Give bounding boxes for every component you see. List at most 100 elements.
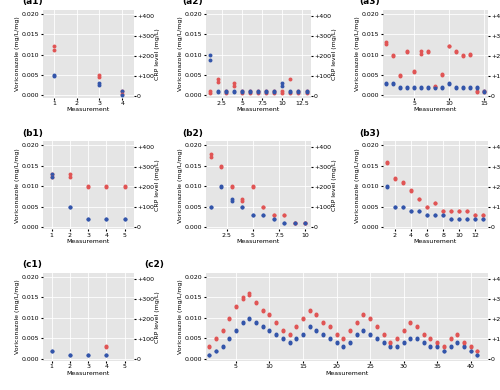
Point [246,89,254,95]
Point [226,316,234,322]
Point [218,328,226,334]
Point [272,331,280,337]
Point [459,53,467,59]
Point [280,212,288,218]
Point [312,220,320,226]
Point [84,351,92,358]
Point [352,332,360,338]
Point [84,216,92,222]
Point [292,336,300,342]
Point [400,339,407,346]
Point [466,347,474,354]
Point [50,46,58,53]
Y-axis label: CRP level (mg/L): CRP level (mg/L) [332,160,338,211]
Point [302,88,310,94]
Point [302,220,310,226]
Point [207,154,215,160]
Point [249,184,257,190]
Point [373,335,381,341]
Point [438,72,446,78]
Text: (c2): (c2) [144,261,164,269]
Point [230,89,238,95]
Point [380,332,388,338]
Point [480,89,488,95]
Point [366,315,374,321]
Point [382,41,390,47]
Point [410,68,418,74]
Point [424,48,432,55]
Point [454,331,462,337]
Point [340,344,347,350]
Point [294,89,302,96]
Point [270,212,278,218]
Point [445,43,453,50]
Point [306,324,314,330]
Point [266,311,274,317]
Point [415,196,423,202]
Point [238,204,246,210]
Point [120,216,128,222]
Point [410,69,418,75]
Point [438,71,446,77]
Point [407,188,415,194]
Point [393,335,401,341]
Point [218,344,226,350]
Point [312,327,320,333]
Point [480,216,488,222]
Point [299,316,307,322]
Point [222,88,230,94]
Point [420,340,428,346]
Point [332,332,340,338]
Point [382,159,390,165]
Point [389,80,397,87]
Point [464,216,471,222]
Point [440,347,448,354]
Point [340,335,347,341]
Point [102,183,110,190]
Point [96,72,104,78]
Point [50,73,58,79]
Point [446,336,454,342]
Point [396,73,404,79]
Point [433,339,441,346]
Point [460,339,468,346]
Point [48,347,56,354]
Point [262,89,270,95]
Point [410,84,418,90]
Point [259,324,267,330]
Text: (b1): (b1) [22,129,44,138]
Point [386,340,394,346]
Point [50,72,58,78]
Text: (b3): (b3) [360,129,380,138]
Point [238,88,246,94]
Point [279,335,287,341]
Point [238,296,246,302]
Point [459,84,467,90]
Point [238,319,246,325]
Point [466,344,474,350]
Point [279,336,287,342]
Point [399,179,407,185]
Point [254,88,262,94]
Point [480,89,488,95]
Point [459,84,467,90]
Y-axis label: CRP level (mg/L): CRP level (mg/L) [156,291,160,343]
Point [252,319,260,325]
Point [302,89,310,95]
Point [232,303,240,309]
Point [407,208,415,214]
Point [460,343,468,349]
Point [415,208,423,214]
Point [212,335,220,341]
Point [291,220,299,226]
Point [299,315,307,321]
Point [218,164,226,170]
Point [207,204,215,210]
Point [346,340,354,346]
Point [440,347,448,354]
Point [466,84,474,90]
Text: (b2): (b2) [182,129,204,138]
X-axis label: Measurement: Measurement [236,107,280,112]
Point [102,351,110,358]
Point [433,343,441,349]
